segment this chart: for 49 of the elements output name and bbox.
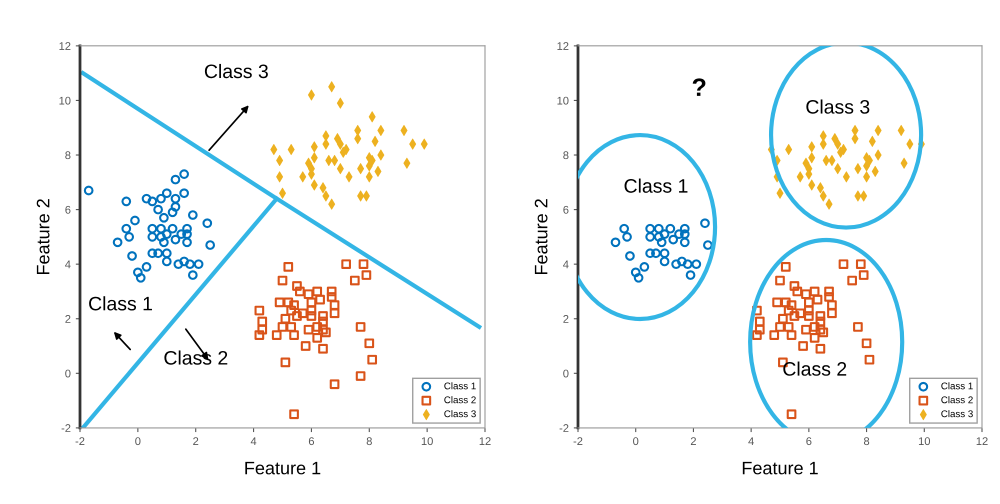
x-tick-label: 6 bbox=[806, 437, 812, 446]
annotation: Class 2 bbox=[783, 362, 846, 376]
annotation: Class 1 bbox=[624, 178, 688, 193]
x-tick-label: 0 bbox=[135, 437, 141, 446]
x-tick-label: -2 bbox=[76, 437, 84, 445]
y-tick-label: 10 bbox=[557, 96, 569, 105]
x-tick-label: 2 bbox=[193, 437, 198, 445]
y-tick-label: 4 bbox=[65, 260, 71, 268]
y-tick-label: 12 bbox=[557, 42, 568, 50]
y-tick-label: 6 bbox=[563, 206, 568, 214]
y-tick-label: 0 bbox=[65, 370, 71, 378]
y-tick-label: 8 bbox=[65, 151, 70, 160]
annotation: Class 3 bbox=[204, 64, 268, 78]
x-tick-label: 10 bbox=[422, 437, 433, 446]
y-tick-label: 8 bbox=[563, 151, 568, 160]
x-axis-title: Feature 1 bbox=[742, 462, 818, 474]
annotation: Class 1 bbox=[89, 296, 152, 310]
y-tick-label: 10 bbox=[59, 96, 71, 105]
y-tick-label: 0 bbox=[563, 370, 569, 378]
x-tick-label: 12 bbox=[480, 437, 491, 445]
legend-label: Class 2 bbox=[444, 396, 476, 404]
annotation: Class 2 bbox=[164, 350, 228, 365]
y-tick-label: -2 bbox=[560, 424, 568, 432]
annotation: ? bbox=[692, 78, 706, 96]
x-tick-label: 4 bbox=[250, 437, 256, 445]
x-tick-label: 12 bbox=[976, 437, 988, 445]
x-tick-label: -2 bbox=[574, 437, 582, 445]
legend-label: Class 1 bbox=[444, 382, 476, 390]
x-tick-label: 4 bbox=[748, 437, 754, 445]
x-tick-label: 8 bbox=[366, 437, 372, 446]
legend-label: Class 3 bbox=[941, 410, 973, 418]
y-tick-label: -2 bbox=[62, 424, 70, 432]
x-axis-title: Feature 1 bbox=[245, 462, 320, 474]
x-tick-label: 6 bbox=[308, 437, 314, 446]
legend-label: Class 1 bbox=[941, 382, 973, 390]
legend-label: Class 3 bbox=[444, 410, 476, 418]
x-tick-label: 10 bbox=[918, 437, 930, 446]
annotation: Class 3 bbox=[806, 99, 870, 114]
legend-label: Class 2 bbox=[941, 396, 973, 404]
x-tick-label: 2 bbox=[690, 437, 696, 445]
y-tick-label: 6 bbox=[65, 206, 70, 214]
y-tick-label: 12 bbox=[59, 42, 70, 50]
x-tick-label: 8 bbox=[864, 437, 870, 446]
y-axis-title: Feature 2 bbox=[534, 199, 548, 274]
y-tick-label: 2 bbox=[563, 315, 568, 323]
x-tick-label: 0 bbox=[633, 437, 638, 446]
y-tick-label: 2 bbox=[65, 315, 70, 323]
y-axis-title: Feature 2 bbox=[36, 199, 50, 274]
y-tick-label: 4 bbox=[563, 260, 569, 268]
